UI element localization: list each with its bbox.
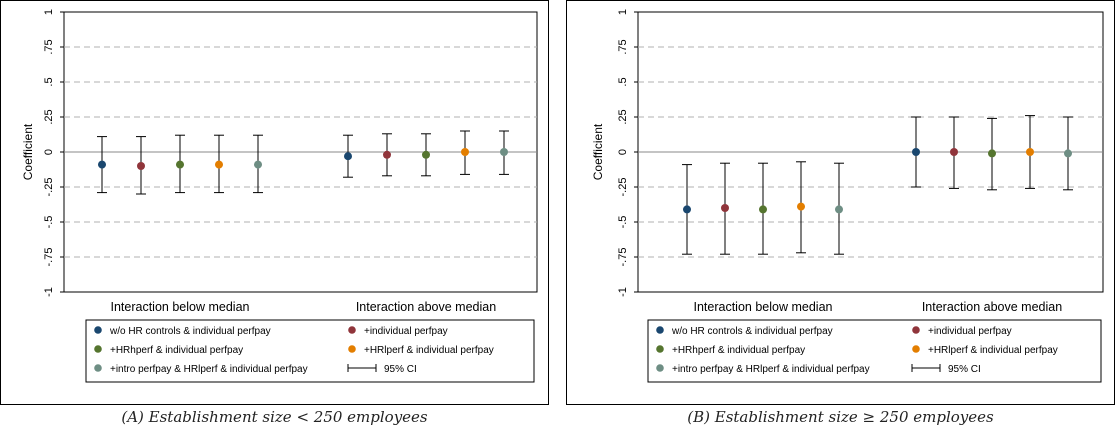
legend-label: +individual perfpay: [928, 326, 1012, 337]
legend-label: 95% CI: [384, 364, 417, 375]
category-label: Interaction below median: [111, 300, 250, 314]
y-tick-label: .25: [617, 109, 629, 124]
legend-label: +intro perfpay & HRlperf & individual pe…: [110, 364, 308, 375]
y-tick-label: 1: [43, 9, 55, 15]
y-tick-label: -.75: [617, 248, 629, 267]
y-axis-title: Coefficient: [591, 123, 605, 180]
chart-a: -1 -.75 -.5 -.25 0 .25 .5 .75 1 Coefficient Intera…: [0, 0, 549, 405]
data-point: [383, 150, 391, 159]
legend-label: +HRhperf & individual perfpay: [110, 345, 243, 356]
data-point: [98, 160, 106, 169]
chart-b: -1 -.75 -.5 -.25 0 .25 .5 .75 1 Coefficient Intera…: [566, 0, 1115, 405]
legend-box: [85, 319, 535, 383]
category-label: Interaction above median: [922, 300, 1062, 314]
legend-marker: [94, 345, 102, 353]
legend-marker: [94, 364, 102, 372]
legend-marker: [912, 345, 920, 353]
y-axis-title: Coefficient: [21, 123, 35, 180]
y-tick-label: -.25: [43, 178, 55, 197]
legend-label: +HRlperf & individual perfpay: [364, 345, 494, 356]
data-point: [950, 148, 958, 156]
data-point: [797, 202, 805, 211]
legend-marker: [348, 345, 356, 353]
data-point: [721, 204, 729, 212]
panel-a: -1 -.75 -.5 -.25 0 .25 .5 .75 1 Coefficient Intera…: [0, 0, 549, 439]
data-point: [759, 205, 767, 214]
caption-a: (A) Establishment size < 250 employees: [121, 408, 428, 426]
data-point: [254, 160, 262, 169]
y-tick-label: .75: [43, 39, 55, 54]
y-tick-label: -.5: [617, 216, 629, 229]
data-point: [422, 150, 430, 159]
caption-b: (B) Establishment size ≥ 250 employees: [687, 408, 994, 426]
legend-marker: [656, 345, 664, 353]
legend-marker: [656, 364, 664, 372]
legend-label: +HRhperf & individual perfpay: [672, 345, 805, 356]
y-tick-label: .25: [43, 109, 55, 124]
data-point: [912, 148, 920, 156]
legend-marker: [348, 326, 356, 334]
category-label: Interaction above median: [356, 300, 496, 314]
y-tick-label: .5: [43, 77, 55, 86]
data-point: [461, 148, 469, 156]
legend-marker: [656, 326, 664, 334]
data-point: [1064, 149, 1072, 158]
data-point: [500, 148, 508, 156]
legend-marker: [912, 326, 920, 334]
data-point: [344, 152, 352, 161]
y-tick-label: 0: [617, 149, 629, 155]
y-tick-label: -.5: [43, 216, 55, 229]
legend-box: [647, 319, 1102, 383]
legend-label: +individual perfpay: [364, 326, 448, 337]
legend-label: w/o HR controls & individual perfpay: [109, 326, 271, 337]
y-tick-label: .5: [617, 77, 629, 86]
data-point: [176, 160, 184, 169]
panel-b: -1 -.75 -.5 -.25 0 .25 .5 .75 1 Coefficient Intera…: [566, 0, 1115, 439]
legend-label: +intro perfpay & HRlperf & individual pe…: [672, 364, 870, 375]
y-tick-label: -.75: [43, 248, 55, 267]
legend-label: w/o HR controls & individual perfpay: [671, 326, 833, 337]
category-label: Interaction below median: [694, 300, 833, 314]
data-point: [215, 160, 223, 169]
y-tick-label: -.25: [617, 178, 629, 197]
data-point: [683, 205, 691, 214]
legend-marker: [94, 326, 102, 334]
y-tick-label: 1: [617, 9, 629, 15]
legend-label: +HRlperf & individual perfpay: [928, 345, 1058, 356]
y-tick-label: .75: [617, 39, 629, 54]
y-tick-label: -1: [43, 287, 55, 297]
data-point: [137, 162, 145, 170]
y-tick-label: 0: [43, 149, 55, 155]
y-tick-label: -1: [617, 287, 629, 297]
data-point: [835, 205, 843, 214]
data-point: [988, 149, 996, 158]
data-point: [1026, 148, 1034, 156]
legend-label: 95% CI: [948, 364, 981, 375]
